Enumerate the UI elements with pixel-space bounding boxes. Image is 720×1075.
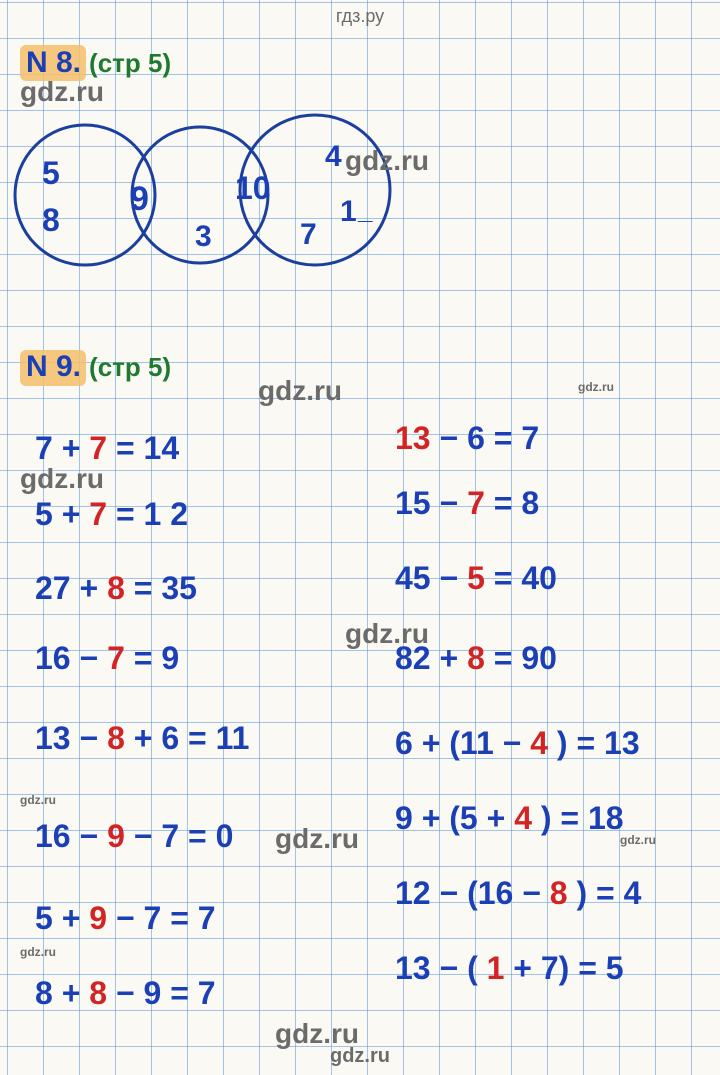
venn-num-8: _	[358, 195, 372, 226]
eq-part: 27 +	[35, 570, 107, 606]
eq-part: 5 +	[35, 496, 89, 532]
eq-right-4: 6 + (11 − 4 ) = 13	[395, 725, 640, 762]
eq-left-1: 5 + 7 = 1 2	[35, 496, 188, 533]
eq-part: 5 +	[35, 900, 89, 936]
venn-num-4: 3	[195, 220, 212, 254]
watermark-2: gdz.ru	[258, 375, 342, 407]
watermark-10: gdz.ru	[275, 1018, 359, 1050]
venn-num-5: 4	[325, 140, 342, 174]
eq-part: 8 +	[35, 975, 89, 1011]
eq-left-3: 16 − 7 = 9	[35, 640, 179, 677]
eq-part: − 7 = 0	[125, 818, 234, 854]
eq-right-6: 12 − (16 − 8 ) = 4	[395, 875, 641, 912]
venn-num-2: 9	[130, 180, 149, 219]
eq-part: 8	[467, 640, 485, 676]
eq-part: − 9 = 7	[107, 975, 216, 1011]
eq-part: − 7 = 7	[107, 900, 216, 936]
eq-left-6: 5 + 9 − 7 = 7	[35, 900, 216, 937]
eq-right-0: 13 − 6 = 7	[395, 420, 539, 457]
eq-part: 16 −	[35, 640, 107, 676]
eq-part: + 7) = 5	[504, 950, 623, 986]
venn-num-6: 1	[340, 195, 357, 229]
eq-part: 7 +	[35, 430, 89, 466]
eq-part: + 6 = 11	[125, 720, 250, 756]
page-footer: gdz.ru	[0, 1045, 720, 1075]
eq-part: 8	[107, 720, 125, 756]
eq-part: = 8	[485, 485, 539, 521]
venn-num-7: 7	[300, 218, 317, 252]
eq-left-4: 13 − 8 + 6 = 11	[35, 720, 249, 757]
watermark-1: gdz.ru	[345, 145, 429, 177]
heading-n9: N 9. (стр 5)	[26, 350, 171, 384]
eq-left-5: 16 − 9 − 7 = 0	[35, 818, 233, 855]
eq-part: 15 −	[395, 485, 467, 521]
eq-part: 16 −	[35, 818, 107, 854]
eq-part: = 9	[125, 640, 179, 676]
watermark-4: gdz.ru	[20, 463, 104, 495]
eq-part: 8	[107, 570, 125, 606]
eq-part: 13 −	[35, 720, 107, 756]
heading-n8: N 8. (стр 5)	[26, 46, 171, 80]
eq-part: − 6 = 7	[431, 420, 540, 456]
eq-right-3: 82 + 8 = 90	[395, 640, 557, 677]
heading-page: (стр 5)	[89, 352, 171, 382]
eq-part: 9	[107, 818, 125, 854]
eq-part: 82 +	[395, 640, 467, 676]
eq-part: 45 −	[395, 560, 467, 596]
watermark-8: gdz.ru	[620, 833, 656, 847]
eq-part: = 40	[485, 560, 557, 596]
eq-part: = 35	[125, 570, 197, 606]
eq-part: ) = 4	[568, 875, 642, 911]
eq-left-0: 7 + 7 = 14	[35, 430, 179, 467]
eq-part: 8	[550, 875, 568, 911]
eq-part: 6 + (11 −	[395, 725, 530, 761]
venn-num-3: 10	[235, 170, 271, 207]
eq-part: 9	[89, 900, 107, 936]
eq-part: = 1 2	[107, 496, 188, 532]
eq-part: 13	[395, 420, 431, 456]
watermark-9: gdz.ru	[20, 945, 56, 959]
eq-left-2: 27 + 8 = 35	[35, 570, 197, 607]
eq-part: ) = 13	[548, 725, 640, 761]
eq-part: 4	[530, 725, 548, 761]
heading-num: N 8.	[26, 46, 81, 79]
heading-page: (стр 5)	[89, 48, 171, 78]
watermark-7: gdz.ru	[275, 823, 359, 855]
eq-part: = 90	[485, 640, 557, 676]
eq-left-7: 8 + 8 − 9 = 7	[35, 975, 216, 1012]
eq-part: 7	[89, 430, 107, 466]
eq-part: 5	[467, 560, 485, 596]
eq-right-2: 45 − 5 = 40	[395, 560, 557, 597]
venn-num-0: 5	[42, 155, 60, 192]
eq-part: 7	[467, 485, 485, 521]
eq-right-7: 13 − ( 1 + 7) = 5	[395, 950, 624, 987]
eq-part: 1	[487, 950, 505, 986]
watermark-6: gdz.ru	[20, 793, 56, 807]
eq-part: = 14	[107, 430, 179, 466]
eq-part: 4	[514, 800, 532, 836]
eq-right-5: 9 + (5 + 4 ) = 18	[395, 800, 624, 837]
heading-num: N 9.	[26, 350, 81, 383]
eq-part: 7	[89, 496, 107, 532]
eq-part: ) = 18	[532, 800, 624, 836]
eq-part: 13 − (	[395, 950, 487, 986]
eq-part: 12 − (16 −	[395, 875, 550, 911]
eq-part: 7	[107, 640, 125, 676]
eq-right-1: 15 − 7 = 8	[395, 485, 539, 522]
page-root: гдз.ру gdz.ru gdz.rugdz.rugdz.rugdz.rugd…	[0, 0, 720, 1075]
watermark-3: gdz.ru	[578, 380, 614, 394]
venn-num-1: 8	[42, 202, 60, 239]
eq-part: 9 + (5 +	[395, 800, 514, 836]
eq-part: 8	[89, 975, 107, 1011]
